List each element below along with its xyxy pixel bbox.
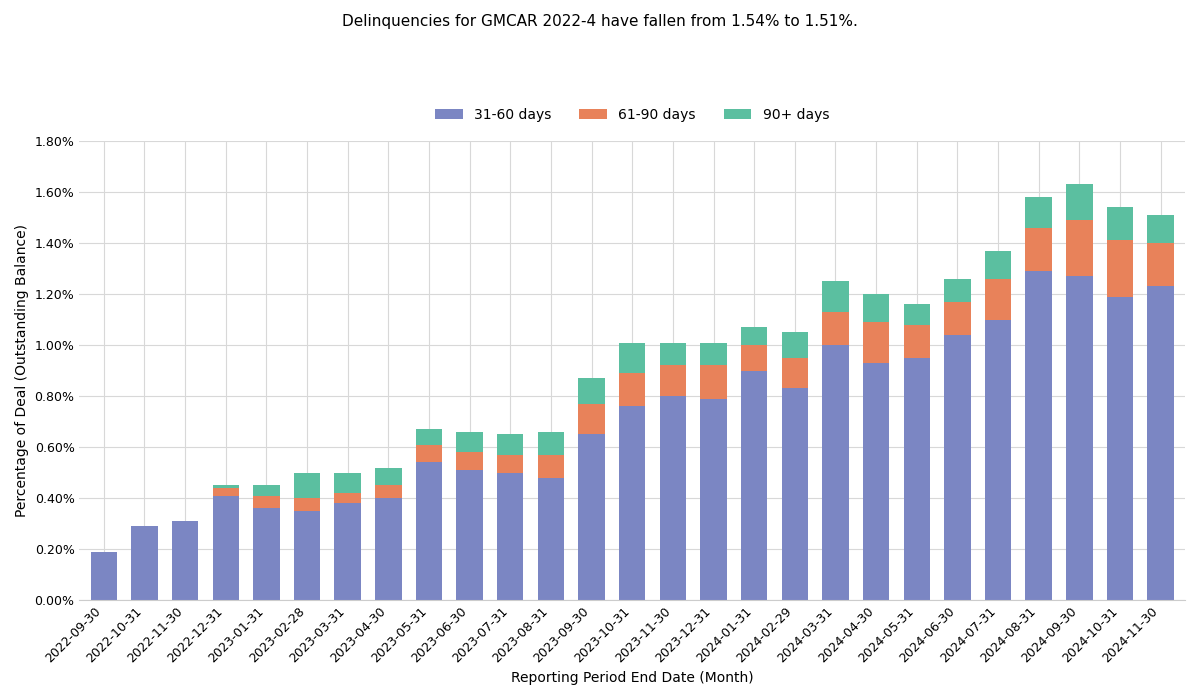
Bar [172,521,198,600]
Bar [740,327,767,345]
Bar [497,473,523,600]
Bar [335,493,361,503]
Bar [660,365,686,396]
Bar [253,485,280,496]
Bar [1147,215,1174,243]
Bar [294,473,320,498]
Bar [578,404,605,435]
Bar [985,251,1012,279]
Bar [538,477,564,600]
Bar [294,511,320,600]
Bar [1106,207,1133,241]
Bar [1106,241,1133,297]
Bar [376,468,402,485]
Bar [863,363,889,600]
Bar [822,281,848,312]
Bar [497,435,523,455]
Bar [863,322,889,363]
Bar [1147,243,1174,286]
Bar [90,552,118,600]
Bar [376,498,402,600]
Bar [1147,286,1174,600]
Bar [985,320,1012,600]
Y-axis label: Percentage of Deal (Outstanding Balance): Percentage of Deal (Outstanding Balance) [14,224,29,517]
Bar [822,312,848,345]
Bar [822,345,848,600]
Bar [212,496,239,600]
X-axis label: Reporting Period End Date (Month): Reporting Period End Date (Month) [511,671,754,685]
Bar [131,526,157,600]
Bar [578,435,605,600]
Bar [781,332,808,358]
Bar [619,373,646,406]
Bar [1026,228,1052,271]
Bar [904,325,930,358]
Bar [335,473,361,493]
Bar [701,342,727,365]
Bar [212,488,239,496]
Bar [740,370,767,600]
Bar [944,279,971,302]
Bar [1026,197,1052,228]
Bar [456,470,482,600]
Bar [701,365,727,399]
Bar [985,279,1012,320]
Bar [456,452,482,470]
Bar [781,389,808,600]
Bar [1066,184,1092,220]
Bar [578,378,605,404]
Bar [212,485,239,488]
Bar [335,503,361,600]
Bar [538,455,564,477]
Bar [944,335,971,600]
Bar [253,508,280,600]
Bar [781,358,808,388]
Bar [619,342,646,373]
Bar [415,444,442,463]
Bar [619,406,646,600]
Bar [538,432,564,455]
Bar [660,396,686,600]
Bar [904,358,930,600]
Legend: 31-60 days, 61-90 days, 90+ days: 31-60 days, 61-90 days, 90+ days [430,102,834,127]
Bar [497,455,523,472]
Bar [253,496,280,508]
Bar [1106,297,1133,600]
Bar [415,463,442,600]
Bar [660,342,686,365]
Bar [456,432,482,452]
Bar [1066,276,1092,600]
Bar [740,345,767,370]
Bar [1026,271,1052,600]
Bar [415,429,442,444]
Text: Delinquencies for GMCAR 2022-4 have fallen from 1.54% to 1.51%.: Delinquencies for GMCAR 2022-4 have fall… [342,14,858,29]
Bar [863,294,889,322]
Bar [294,498,320,511]
Bar [701,399,727,600]
Bar [376,485,402,498]
Bar [944,302,971,335]
Bar [904,304,930,325]
Bar [1066,220,1092,276]
